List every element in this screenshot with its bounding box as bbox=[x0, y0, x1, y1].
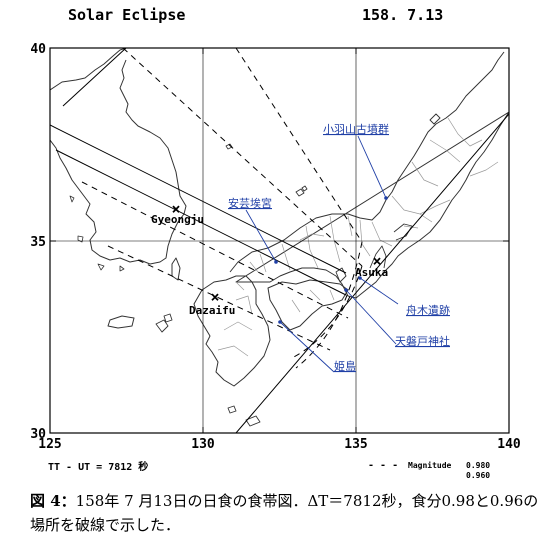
diagonal-line bbox=[62, 48, 127, 107]
eclipse-path bbox=[50, 48, 509, 433]
x-tick-label: 140 bbox=[497, 437, 521, 452]
x-tick-label: 130 bbox=[191, 437, 215, 452]
caption-text: 158年 7 月13日の日食の食帯図．ΔT＝7812秒，食分0.98と0.96の… bbox=[30, 492, 539, 534]
figure-number: 図 4： bbox=[30, 492, 76, 510]
site-label-funaki: 舟木遺跡 bbox=[406, 303, 450, 317]
place-marker-dazaifu: × bbox=[210, 288, 219, 306]
y-tick-label: 40 bbox=[30, 42, 46, 57]
legend-dash-sample: - - - bbox=[368, 460, 398, 471]
legend-mag-1: 0.980 bbox=[466, 461, 490, 470]
jeju-island bbox=[107, 315, 135, 329]
korea-islands bbox=[69, 195, 125, 272]
magnitude-0980-north bbox=[122, 48, 363, 267]
site-label-amanoiwato: 天磐戸神社 bbox=[395, 334, 450, 348]
y-tick-label: 35 bbox=[30, 235, 46, 250]
goto-islands bbox=[155, 313, 173, 333]
honshu-coastline bbox=[229, 51, 509, 299]
figure-title: Solar Eclipse bbox=[68, 6, 186, 24]
graticule bbox=[50, 48, 509, 433]
map-frame bbox=[49, 47, 510, 434]
figure-caption: 図 4：158年 7 月13日の日食の食帯図．ΔT＝7812秒，食分0.98と0… bbox=[30, 489, 542, 537]
site-label-himeshima: 姫島 bbox=[334, 359, 356, 373]
southern-limit-line bbox=[55, 149, 347, 296]
magnitude-0960-north bbox=[235, 48, 363, 243]
legend-mag-2: 0.960 bbox=[466, 471, 490, 480]
awaji-island bbox=[335, 267, 347, 283]
oki-sado-islands bbox=[295, 113, 441, 197]
place-label-asuka: Asuka bbox=[355, 266, 388, 279]
place-label-gyeongju: Gyeongju bbox=[151, 213, 204, 226]
kyushu-coastline bbox=[193, 275, 271, 387]
magnitude-0960-south bbox=[107, 245, 331, 351]
x-tick-label: 125 bbox=[38, 437, 61, 452]
site-dots bbox=[274, 196, 388, 324]
honshu-bays bbox=[369, 223, 413, 269]
place-marker-asuka: × bbox=[372, 252, 381, 270]
magnitude-curve-b bbox=[295, 241, 363, 369]
prefecture-borders bbox=[217, 117, 499, 357]
magnitude-curve-a bbox=[291, 265, 363, 359]
shikoku-coastline bbox=[267, 279, 349, 331]
place-marker-gyeongju: × bbox=[171, 200, 180, 218]
delta-t-note: TT - UT = 7812 秒 bbox=[48, 460, 148, 473]
magnitude-0980-south bbox=[81, 181, 349, 319]
korea-coastline bbox=[50, 48, 187, 265]
place-label-dazaifu: Dazaifu bbox=[189, 304, 235, 317]
site-label-kobane: 小羽山古墳群 bbox=[323, 122, 389, 136]
legend-label: Magnitude bbox=[408, 460, 452, 470]
central-line bbox=[235, 113, 509, 433]
northern-limit-line bbox=[50, 124, 347, 274]
site-leaders bbox=[245, 135, 399, 373]
site-label-aki: 安芸埃宮 bbox=[228, 196, 272, 210]
x-tick-label: 135 bbox=[344, 437, 367, 452]
y-tick-label: 30 bbox=[30, 427, 46, 442]
figure-date: 158. 7.13 bbox=[362, 6, 444, 24]
tsushima-island bbox=[171, 257, 181, 281]
southern-islands bbox=[227, 405, 261, 427]
tick-marks bbox=[50, 48, 509, 433]
